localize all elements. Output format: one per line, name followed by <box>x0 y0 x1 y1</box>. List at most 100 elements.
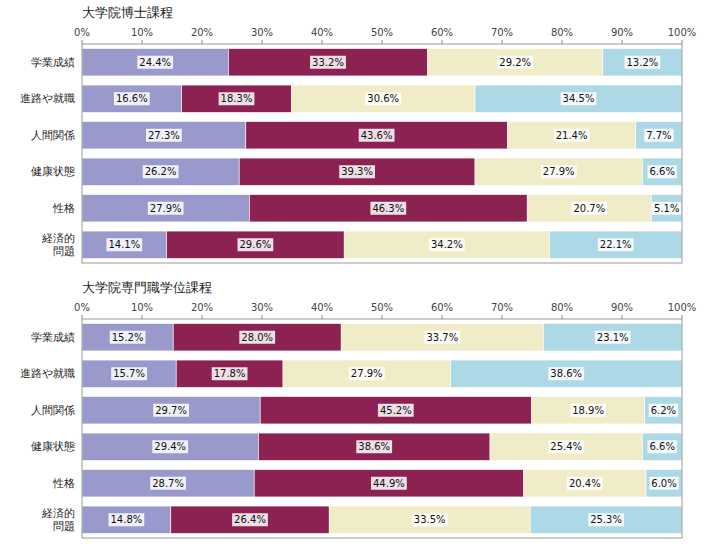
category-label-line: 学業成績 <box>31 56 75 69</box>
category-label-line: 問題 <box>53 245 75 258</box>
tick-mark <box>562 40 563 44</box>
tick-label: 100% <box>668 302 697 313</box>
data-label: 28.7% <box>150 477 186 490</box>
data-label-text: 29.2% <box>499 57 531 68</box>
data-label: 22.1% <box>598 238 634 251</box>
category-label-line: 性格 <box>52 202 75 215</box>
data-label-text: 33.7% <box>426 332 458 343</box>
bar-segment <box>167 231 345 258</box>
tick-mark <box>82 40 83 44</box>
bar-segment <box>645 397 682 424</box>
data-label: 38.6% <box>356 440 392 453</box>
data-label: 26.2% <box>143 165 179 178</box>
tick-mark <box>442 40 443 44</box>
tick-mark <box>262 315 263 319</box>
data-label: 27.9% <box>541 165 577 178</box>
data-label-text: 28.0% <box>241 332 273 343</box>
data-label-box <box>371 477 407 490</box>
data-label: 34.5% <box>561 92 597 105</box>
bar-segment <box>283 360 450 387</box>
data-label-box <box>232 513 268 526</box>
category-label: 進路や就職 <box>20 367 75 380</box>
data-label-box <box>148 202 184 215</box>
bar-segment <box>642 158 682 185</box>
data-label-text: 16.6% <box>116 93 148 104</box>
data-label-box <box>548 440 584 453</box>
data-label-box <box>649 477 678 490</box>
data-label-box <box>111 367 147 380</box>
tick-mark <box>82 315 83 319</box>
data-label-text: 6.6% <box>649 441 674 452</box>
bar-segment <box>603 49 682 76</box>
data-label-text: 26.4% <box>234 514 266 525</box>
tick-mark <box>382 315 383 319</box>
bar-segment <box>260 397 531 424</box>
bar-segment <box>543 324 682 351</box>
data-label-box <box>571 202 607 215</box>
data-label-box <box>349 367 385 380</box>
bar-segment <box>341 324 543 351</box>
category-label-line: 進路や就職 <box>20 367 75 380</box>
tick-label: 30% <box>251 27 273 38</box>
data-label-text: 27.9% <box>351 368 383 379</box>
data-label-text: 13.2% <box>627 57 659 68</box>
bar-segment <box>329 506 530 533</box>
data-label: 15.2% <box>110 331 146 344</box>
data-label: 13.2% <box>625 56 661 69</box>
bar-segment <box>549 231 682 258</box>
tick-label: 80% <box>551 27 573 38</box>
tick-label: 90% <box>611 302 633 313</box>
data-label-box <box>109 513 145 526</box>
tick-label: 40% <box>311 27 333 38</box>
data-label: 23.1% <box>595 331 631 344</box>
tick-label: 70% <box>491 27 513 38</box>
tick-label: 90% <box>611 27 633 38</box>
data-label-box <box>365 92 401 105</box>
data-label: 16.6% <box>114 92 150 105</box>
data-label-text: 33.5% <box>414 514 446 525</box>
tick-mark <box>502 40 503 44</box>
data-label: 33.7% <box>424 331 460 344</box>
data-label: 43.6% <box>359 129 395 142</box>
data-label-text: 15.2% <box>112 332 144 343</box>
data-label-box <box>644 129 673 142</box>
data-label-text: 46.3% <box>372 203 404 214</box>
data-labels: 24.4%16.6%27.3%26.2%27.9%14.1%33.2%18.3%… <box>106 56 681 252</box>
data-label-box <box>378 404 414 417</box>
bar-segment <box>176 360 283 387</box>
category-label-line: 経済的 <box>41 232 75 245</box>
data-label: 33.2% <box>310 56 346 69</box>
data-label: 27.9% <box>148 202 184 215</box>
data-label: 44.9% <box>371 477 407 490</box>
data-label-box <box>541 165 577 178</box>
data-label-text: 20.4% <box>569 478 601 489</box>
category-label: 進路や就職 <box>20 92 75 105</box>
data-label-text: 39.3% <box>341 166 373 177</box>
data-label-box <box>106 238 142 251</box>
category-label-line: 学業成績 <box>31 331 75 344</box>
bar-segment <box>531 397 644 424</box>
data-label: 33.5% <box>412 513 448 526</box>
bar-segment <box>82 324 173 351</box>
tick-mark <box>442 315 443 319</box>
category-label-line: 健康状態 <box>31 440 75 453</box>
data-label: 5.1% <box>652 202 681 215</box>
data-label-text: 33.2% <box>312 57 344 68</box>
data-label-text: 29.7% <box>155 405 187 416</box>
data-label-text: 17.8% <box>214 368 246 379</box>
plot-frame <box>82 319 682 538</box>
category-label-line: 人間関係 <box>31 404 75 417</box>
data-label-box <box>567 477 603 490</box>
category-label-line: 性格 <box>52 477 75 490</box>
data-label-box <box>110 331 146 344</box>
bar-segment <box>82 231 167 258</box>
tick-label: 10% <box>131 27 153 38</box>
data-label-text: 34.2% <box>431 239 463 250</box>
data-label-text: 45.2% <box>380 405 412 416</box>
data-label: 39.3% <box>339 165 375 178</box>
data-label-box <box>143 165 179 178</box>
tick-mark <box>262 40 263 44</box>
bar-segment <box>490 433 642 460</box>
bar-segment <box>82 49 228 76</box>
bar-segment <box>82 433 258 460</box>
